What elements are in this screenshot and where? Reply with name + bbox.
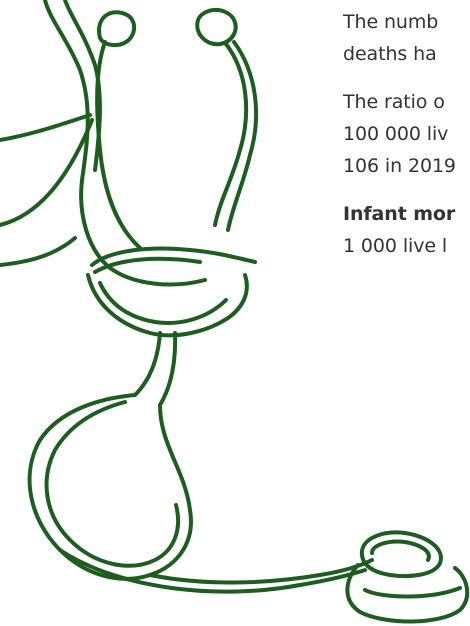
text-line: 1 000 live l <box>343 235 448 257</box>
text-line: The numb <box>343 11 439 33</box>
text-line: 100 000 liv <box>343 123 449 145</box>
text-line: 106 in 2019 <box>343 155 456 177</box>
paragraph-2: The ratio o 100 000 liv 106 in 2019 <box>343 86 470 182</box>
paragraph-3: Infant mor 1 000 live l <box>343 198 470 262</box>
text-line: deaths ha <box>343 43 437 65</box>
paragraph-1: The numb deaths ha <box>343 6 470 70</box>
bold-heading: Infant mor <box>343 203 456 225</box>
cropped-text-column: The numb deaths ha The ratio o 100 000 l… <box>343 0 470 300</box>
text-line: The ratio o <box>343 91 445 113</box>
